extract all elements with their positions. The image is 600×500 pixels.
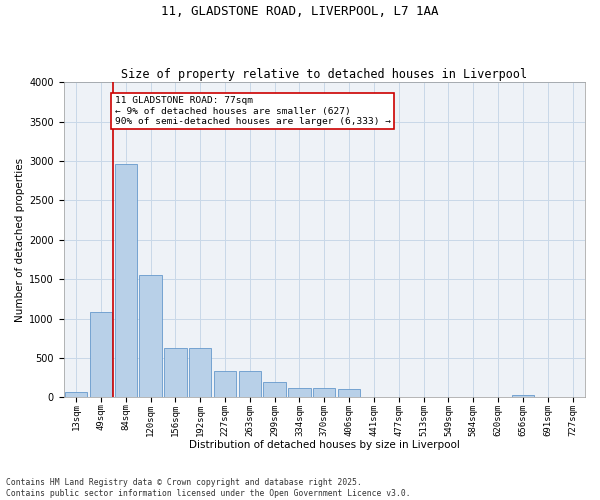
Text: 11, GLADSTONE ROAD, LIVERPOOL, L7 1AA: 11, GLADSTONE ROAD, LIVERPOOL, L7 1AA	[161, 5, 439, 18]
Bar	[90, 312, 112, 398]
Bar	[263, 382, 286, 398]
X-axis label: Distribution of detached houses by size in Liverpool: Distribution of detached houses by size …	[189, 440, 460, 450]
Bar	[313, 388, 335, 398]
Bar	[289, 388, 311, 398]
Bar	[338, 388, 361, 398]
Bar	[189, 348, 211, 398]
Bar	[139, 275, 162, 398]
Bar	[512, 394, 534, 398]
Bar	[65, 392, 87, 398]
Bar	[239, 372, 261, 398]
Title: Size of property relative to detached houses in Liverpool: Size of property relative to detached ho…	[121, 68, 527, 81]
Text: Contains HM Land Registry data © Crown copyright and database right 2025.
Contai: Contains HM Land Registry data © Crown c…	[6, 478, 410, 498]
Text: 11 GLADSTONE ROAD: 77sqm
← 9% of detached houses are smaller (627)
90% of semi-d: 11 GLADSTONE ROAD: 77sqm ← 9% of detache…	[115, 96, 391, 126]
Bar	[214, 372, 236, 398]
Bar	[115, 164, 137, 398]
Y-axis label: Number of detached properties: Number of detached properties	[15, 158, 25, 322]
Bar	[164, 348, 187, 398]
